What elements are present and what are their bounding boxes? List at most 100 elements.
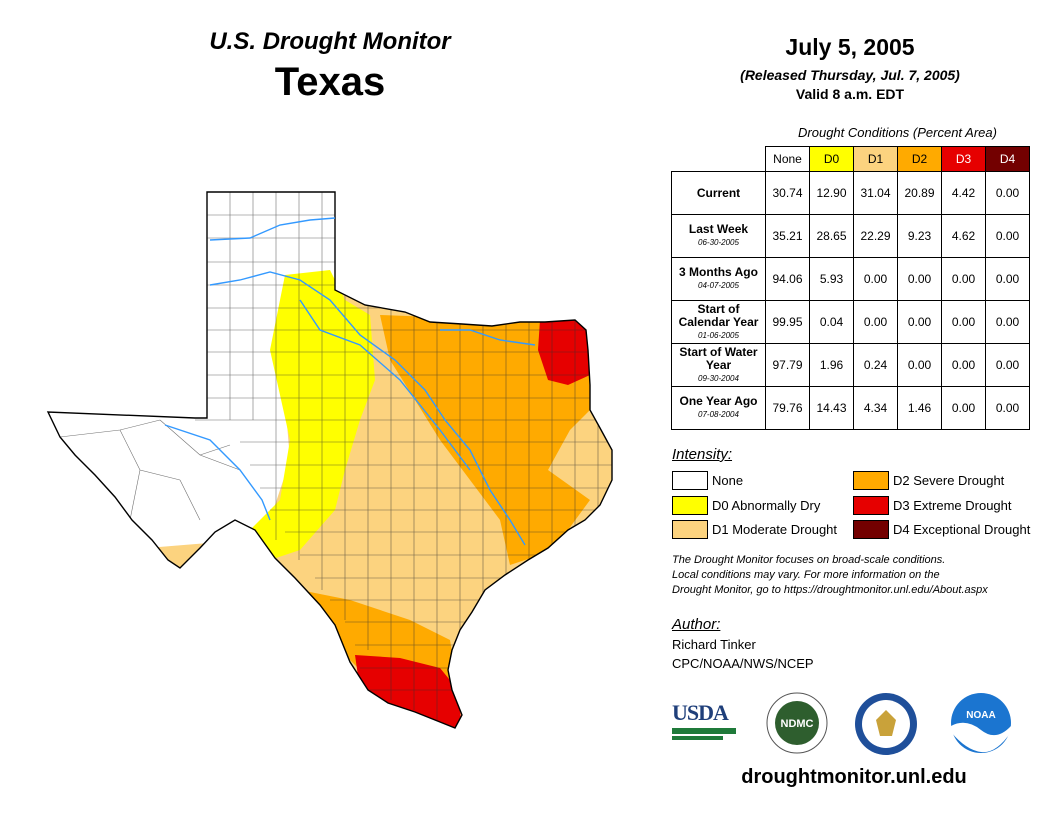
table-cell: 20.89: [897, 171, 942, 215]
table-row: 3 Months Ago 04-07-2005 94.06 5.93 0.00 0…: [671, 257, 1030, 301]
table-row: One Year Ago 07-08-2004 79.76 14.43 4.34 …: [671, 386, 1030, 430]
table-cell: 0.00: [897, 343, 942, 387]
note-line: The Drought Monitor focuses on broad-sca…: [672, 554, 946, 566]
ndmc-logo: NDMC: [766, 692, 828, 754]
table-cell: 0.00: [985, 257, 1030, 301]
table-cell: 79.76: [765, 386, 810, 430]
table-cell: 99.95: [765, 300, 810, 344]
row-label-text: Last Week: [688, 222, 749, 236]
state-title: Texas: [274, 60, 386, 104]
rivers: [164, 217, 536, 546]
drought-conditions-table: None D0 D1 D2 D3 D4 Current 30.74 12.90 …: [671, 146, 1030, 430]
table-cell: 94.06: [765, 257, 810, 301]
column-d4: D4: [985, 146, 1030, 172]
legend-title: Intensity:: [672, 446, 733, 463]
table-cell: 0.00: [985, 214, 1030, 258]
legend-item-d1: D1 Moderate Drought: [672, 520, 837, 539]
table-cell: 0.00: [941, 386, 986, 430]
table-cell: 5.93: [809, 257, 854, 301]
noaa-logo: NOAA: [951, 693, 1011, 753]
table-cell: 0.00: [941, 343, 986, 387]
row-label: 3 Months Ago 04-07-2005: [671, 257, 766, 301]
valid-time: Valid 8 a.m. EDT: [795, 86, 905, 102]
legend-item-d3: D3 Extreme Drought: [853, 496, 1012, 515]
row-date: 07-08-2004: [698, 410, 739, 419]
legend-item-d0: D0 Abnormally Dry: [672, 496, 820, 515]
column-d2: D2: [897, 146, 942, 172]
table-cell: 0.00: [941, 300, 986, 344]
table-cell: 0.00: [897, 300, 942, 344]
usda-logo-text: USDA: [672, 700, 729, 725]
table-cell: 0.00: [941, 257, 986, 301]
table-cell: 0.00: [985, 171, 1030, 215]
column-none: None: [765, 146, 810, 172]
row-label: Start of Water Year 09-30-2004: [671, 343, 766, 387]
disclaimer-note: The Drought Monitor focuses on broad-sca…: [672, 553, 1042, 598]
legend-item-none: None: [672, 471, 743, 490]
note-line: Drought Monitor, go to https://droughtmo…: [672, 584, 988, 596]
row-label-text: 3 Months Ago: [679, 265, 758, 279]
table-cell: 28.65: [809, 214, 854, 258]
row-date: 04-07-2005: [698, 281, 739, 290]
table-cell: 30.74: [765, 171, 810, 215]
release-date: (Released Thursday, Jul. 7, 2005): [740, 67, 960, 83]
row-label: Current: [671, 171, 766, 215]
legend-swatch: [672, 471, 708, 490]
table-header-row: None D0 D1 D2 D3 D4: [672, 146, 1030, 172]
legend-swatch: [853, 520, 889, 539]
row-label-text: Current: [696, 185, 741, 200]
row-label-text: Start of Water Year: [679, 344, 758, 372]
table-cell: 0.00: [985, 386, 1030, 430]
table-cell: 4.62: [941, 214, 986, 258]
legend-label: D3 Extreme Drought: [893, 498, 1012, 513]
column-d1: D1: [853, 146, 898, 172]
table-row: Start of Calendar Year 01-06-2005 99.95 0…: [671, 300, 1030, 344]
column-d0: D0: [809, 146, 854, 172]
row-label-text: One Year Ago: [679, 394, 758, 408]
author-org: CPC/NOAA/NWS/NCEP: [672, 656, 814, 671]
table-cell: 1.96: [809, 343, 854, 387]
table-cell: 0.00: [853, 257, 898, 301]
texas-outline: [46, 191, 613, 729]
table-caption: Drought Conditions (Percent Area): [798, 125, 997, 140]
row-date: 06-30-2005: [698, 238, 739, 247]
table-cell: 4.34: [853, 386, 898, 430]
table-cell: 0.24: [853, 343, 898, 387]
table-cell: 12.90: [809, 171, 854, 215]
texas-drought-map: [46, 191, 613, 729]
table-row: Current 30.74 12.90 31.04 20.89 4.42 0.0…: [671, 171, 1030, 215]
website-link[interactable]: droughtmonitor.unl.edu: [741, 766, 967, 788]
legend-label: D0 Abnormally Dry: [712, 498, 821, 513]
legend-label: D4 Exceptional Drought: [893, 522, 1031, 537]
row-date: 09-30-2004: [698, 373, 739, 383]
legend-swatch: [672, 496, 708, 515]
ndmc-logo-text: NDMC: [781, 718, 814, 730]
map-subtitle: U.S. Drought Monitor: [209, 28, 451, 55]
table-row: Last Week 06-30-2005 35.21 28.65 22.29 9.…: [671, 214, 1030, 258]
table-cell: 31.04: [853, 171, 898, 215]
table-cell: 0.00: [985, 300, 1030, 344]
county-grid: [59, 192, 612, 720]
table-cell: 97.79: [765, 343, 810, 387]
table-cell: 0.00: [985, 343, 1030, 387]
legend-label: D2 Severe Drought: [893, 473, 1005, 488]
row-label: Last Week 06-30-2005: [671, 214, 766, 258]
legend-label: None: [712, 473, 744, 488]
table-cell: 14.43: [809, 386, 854, 430]
table-cell: 1.46: [897, 386, 942, 430]
table-row: Start of Water Year 09-30-2004 97.79 1.96…: [671, 343, 1030, 387]
map-header: U.S. Drought Monitor Texas: [150, 28, 510, 105]
noaa-logo-text: NOAA: [966, 710, 995, 721]
table-cell: 35.21: [765, 214, 810, 258]
table-cell: 22.29: [853, 214, 898, 258]
map-date: July 5, 2005: [785, 34, 915, 60]
date-header: July 5, 2005 (Released Thursday, Jul. 7,…: [700, 34, 1000, 102]
table-cell: 9.23: [897, 214, 942, 258]
row-date: 01-06-2005: [698, 330, 739, 340]
note-line: Local conditions may vary. For more info…: [672, 569, 940, 581]
legend-item-d4: D4 Exceptional Drought: [853, 520, 1030, 539]
legend-item-d2: D2 Severe Drought: [853, 471, 1004, 490]
commerce-seal-logo: [855, 693, 917, 755]
legend-label: D1 Moderate Drought: [712, 522, 838, 537]
row-label: One Year Ago 07-08-2004: [671, 386, 766, 430]
